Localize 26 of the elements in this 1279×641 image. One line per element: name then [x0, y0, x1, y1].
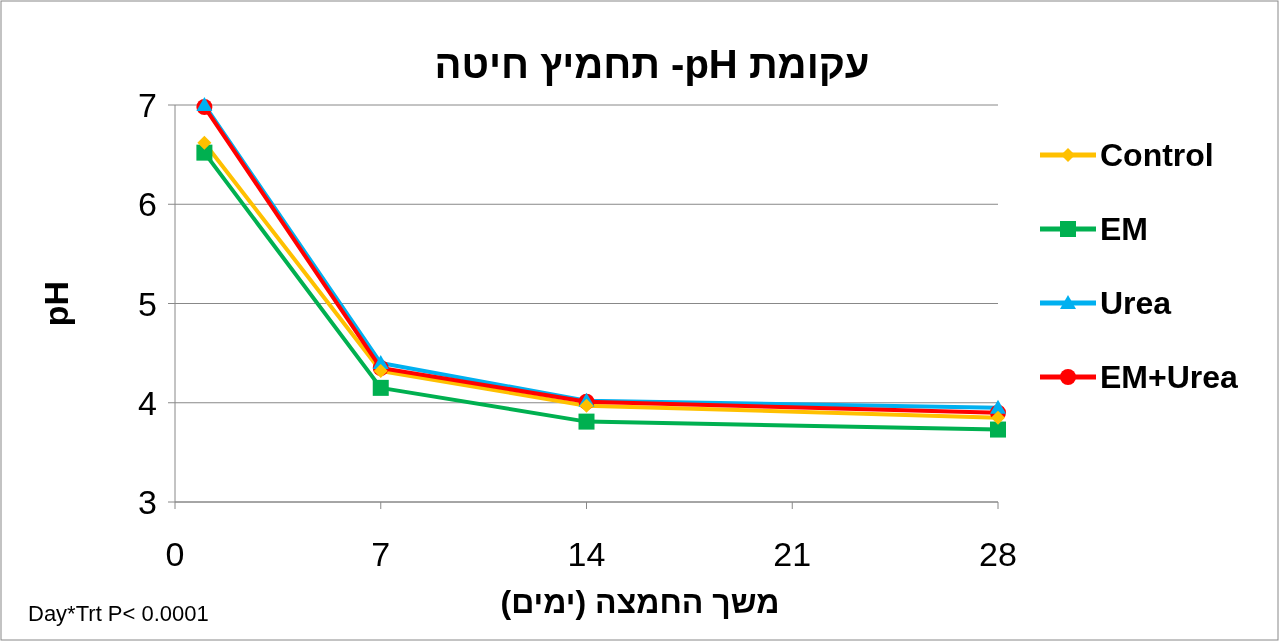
point — [197, 135, 212, 150]
y-tick-label: 3 — [138, 483, 157, 521]
x-tick-label: 0 — [165, 535, 185, 573]
x-tick-label: 14 — [567, 535, 606, 573]
point — [991, 410, 1005, 425]
point — [990, 421, 1006, 438]
y-tick-label: 7 — [138, 86, 157, 124]
point — [196, 144, 213, 161]
legend-label: EM+Urea — [1100, 359, 1239, 395]
point — [372, 379, 389, 396]
y-tick-label: 6 — [138, 185, 157, 224]
point — [578, 413, 595, 430]
x-tick-label: 28 — [979, 535, 1017, 573]
legend-label: Urea — [1100, 285, 1172, 321]
point — [579, 398, 594, 413]
text: Day*Trt P< 0.0001 — [28, 601, 209, 626]
legend-label: EM — [1100, 211, 1148, 247]
y-tick-label: 4 — [138, 383, 157, 422]
x-tick-label: 7 — [371, 535, 391, 573]
y-tick-label: 5 — [138, 284, 157, 323]
x-tick-label: 21 — [773, 535, 812, 573]
y-axis-title: pH — [37, 280, 75, 327]
legend-label: Control — [1100, 137, 1214, 173]
point — [196, 97, 213, 111]
x-axis-title: משך החמצה (ימים) — [500, 584, 780, 620]
chart-title: עקומת pH- תחמיץ חיטה — [434, 42, 870, 86]
